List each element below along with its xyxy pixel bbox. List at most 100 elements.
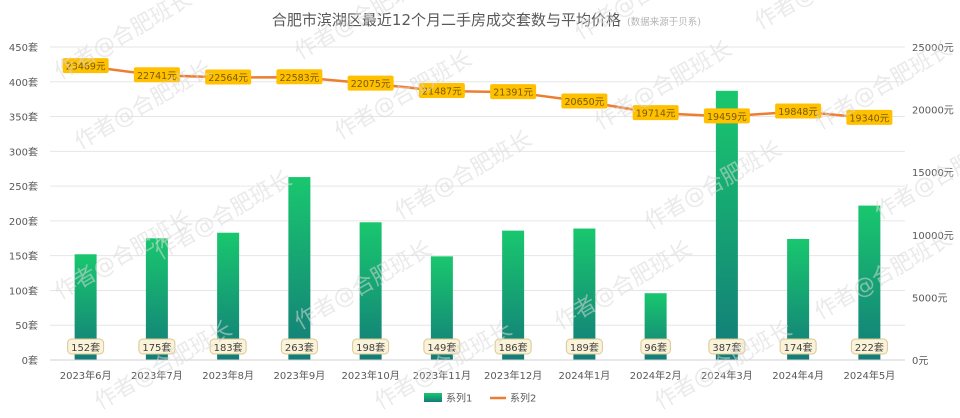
x-tick-label: 2024年1月: [558, 369, 610, 382]
line-label-box: [490, 84, 537, 100]
line-label-box: [846, 109, 893, 125]
line-value-label: 19848元: [778, 107, 818, 118]
y-left-tick-label: 350套: [9, 111, 38, 124]
bar-label-box: [494, 338, 532, 355]
line-value-label: 22583元: [280, 73, 320, 84]
bar-label-box: [67, 338, 105, 355]
bar: [145, 238, 168, 360]
bar-value-label: 198套: [356, 341, 385, 354]
bar-label-box: [209, 338, 247, 355]
y-right-tick-label: 0元: [912, 356, 928, 367]
chart-subtitle: (数据来源于贝系): [627, 16, 701, 28]
bar: [288, 177, 311, 360]
y-left-tick-label: 200套: [9, 215, 38, 228]
watermark-text: 作者@合肥班长: [751, 0, 897, 35]
gridlines: [50, 46, 905, 326]
line-value-label: 22564元: [208, 73, 248, 84]
y-left-tick-label: 400套: [9, 76, 38, 89]
line-label-box: [703, 108, 750, 124]
x-tick-label: 2023年8月: [202, 369, 254, 382]
x-tick-label: 2023年7月: [131, 369, 183, 382]
bar-label-box: [280, 338, 318, 355]
line-value-label: 19340元: [850, 113, 890, 124]
axes: 0套 50套 100套 150套 200套 250套 300套 350套 400套 450套 0元 5…: [9, 41, 954, 382]
line-label-box: [561, 93, 608, 109]
chart-title: 合肥市滨湖区最近12个月二手房成交套数与平均价格: [272, 11, 621, 29]
watermark-text: 作者@合肥班长: [551, 237, 697, 336]
bar: [217, 232, 240, 360]
y-left-tick-label: 450套: [9, 41, 38, 54]
bar-label-box: [352, 338, 390, 355]
bar-label-box: [850, 338, 888, 355]
bar-value-label: 183套: [214, 341, 243, 354]
x-tick-label: 2023年9月: [273, 369, 325, 382]
bar-value-label: 175套: [142, 341, 171, 354]
data-labels: 152套 175套 183套 263套 198套 149套 186套 189套 96套 387套 1…: [62, 58, 893, 355]
line-label-box: [133, 67, 180, 83]
legend-label: 系列1: [446, 392, 472, 405]
line-label-box: [775, 103, 822, 119]
line-value-label: 22075元: [351, 79, 391, 90]
x-tick-label: 2024年2月: [630, 369, 682, 382]
bar-value-label: 149套: [427, 341, 456, 354]
bar-value-label: 222套: [855, 341, 884, 354]
line-value-label: 23469元: [66, 62, 106, 73]
y-right-tick-label: 25000元: [912, 43, 954, 54]
bar: [430, 256, 453, 360]
bar-series: [74, 90, 881, 360]
line-label-box: [276, 69, 323, 85]
y-right-tick-label: 20000元: [912, 106, 954, 117]
y-left-tick-label: 50套: [15, 319, 38, 332]
line-label-box: [632, 105, 679, 121]
y-left-tick-label: 0套: [22, 354, 38, 367]
line-value-label: 19714元: [636, 109, 676, 120]
y-right-tick-label: 10000元: [912, 231, 954, 242]
bar: [715, 90, 738, 360]
line-value-label: 21391元: [493, 88, 533, 99]
bar-value-label: 152套: [71, 341, 100, 354]
bar-label-box: [779, 338, 817, 355]
line-value-label: 20650元: [565, 97, 605, 108]
line-label-box: [418, 82, 465, 98]
y-left-tick-label: 250套: [9, 180, 38, 193]
legend[interactable]: 系列1 系列2: [424, 392, 536, 405]
bar: [359, 222, 382, 360]
bar: [573, 228, 596, 360]
bar-value-label: 96套: [644, 341, 667, 354]
x-tick-label: 2023年6月: [60, 369, 112, 382]
bar-label-box: [565, 338, 603, 355]
watermark-text: 作者@合肥班长: [391, 127, 537, 226]
line-label-box: [62, 58, 109, 74]
watermark-text: 作者@合肥班长: [291, 0, 437, 65]
x-tick-label: 2023年11月: [413, 369, 471, 382]
bar-value-label: 174套: [784, 341, 813, 354]
line-label-box: [205, 69, 252, 85]
line-value-label: 21487元: [422, 86, 462, 97]
line-label-box: [347, 75, 394, 91]
y-right-tick-label: 15000元: [912, 168, 954, 179]
bar: [74, 254, 97, 360]
bar-label-box: [640, 338, 671, 355]
bar: [787, 238, 810, 360]
x-tick-label: 2024年4月: [772, 369, 824, 382]
bar: [502, 230, 525, 360]
legend-swatch-bars: [424, 393, 442, 402]
line-value-label: 22741元: [137, 71, 177, 82]
bar-value-label: 387套: [712, 341, 741, 354]
bar: [858, 205, 881, 360]
y-right-tick-label: 5000元: [912, 293, 947, 304]
legend-label: 系列2: [510, 392, 536, 405]
y-left-tick-label: 300套: [9, 145, 38, 158]
x-tick-label: 2023年12月: [484, 369, 542, 382]
x-tick-label: 2024年5月: [843, 369, 895, 382]
y-left-tick-label: 150套: [9, 250, 38, 263]
chart-title-group: 合肥市滨湖区最近12个月二手房成交套数与平均价格 (数据来源于贝系): [272, 11, 701, 29]
bar-label-box: [423, 338, 461, 355]
bar-value-label: 263套: [285, 341, 314, 354]
y-left-tick-label: 100套: [9, 284, 38, 297]
line-value-label: 19459元: [707, 112, 747, 123]
bar-label-box: [138, 338, 176, 355]
watermark-text: 作者@合肥班长: [811, 227, 957, 326]
